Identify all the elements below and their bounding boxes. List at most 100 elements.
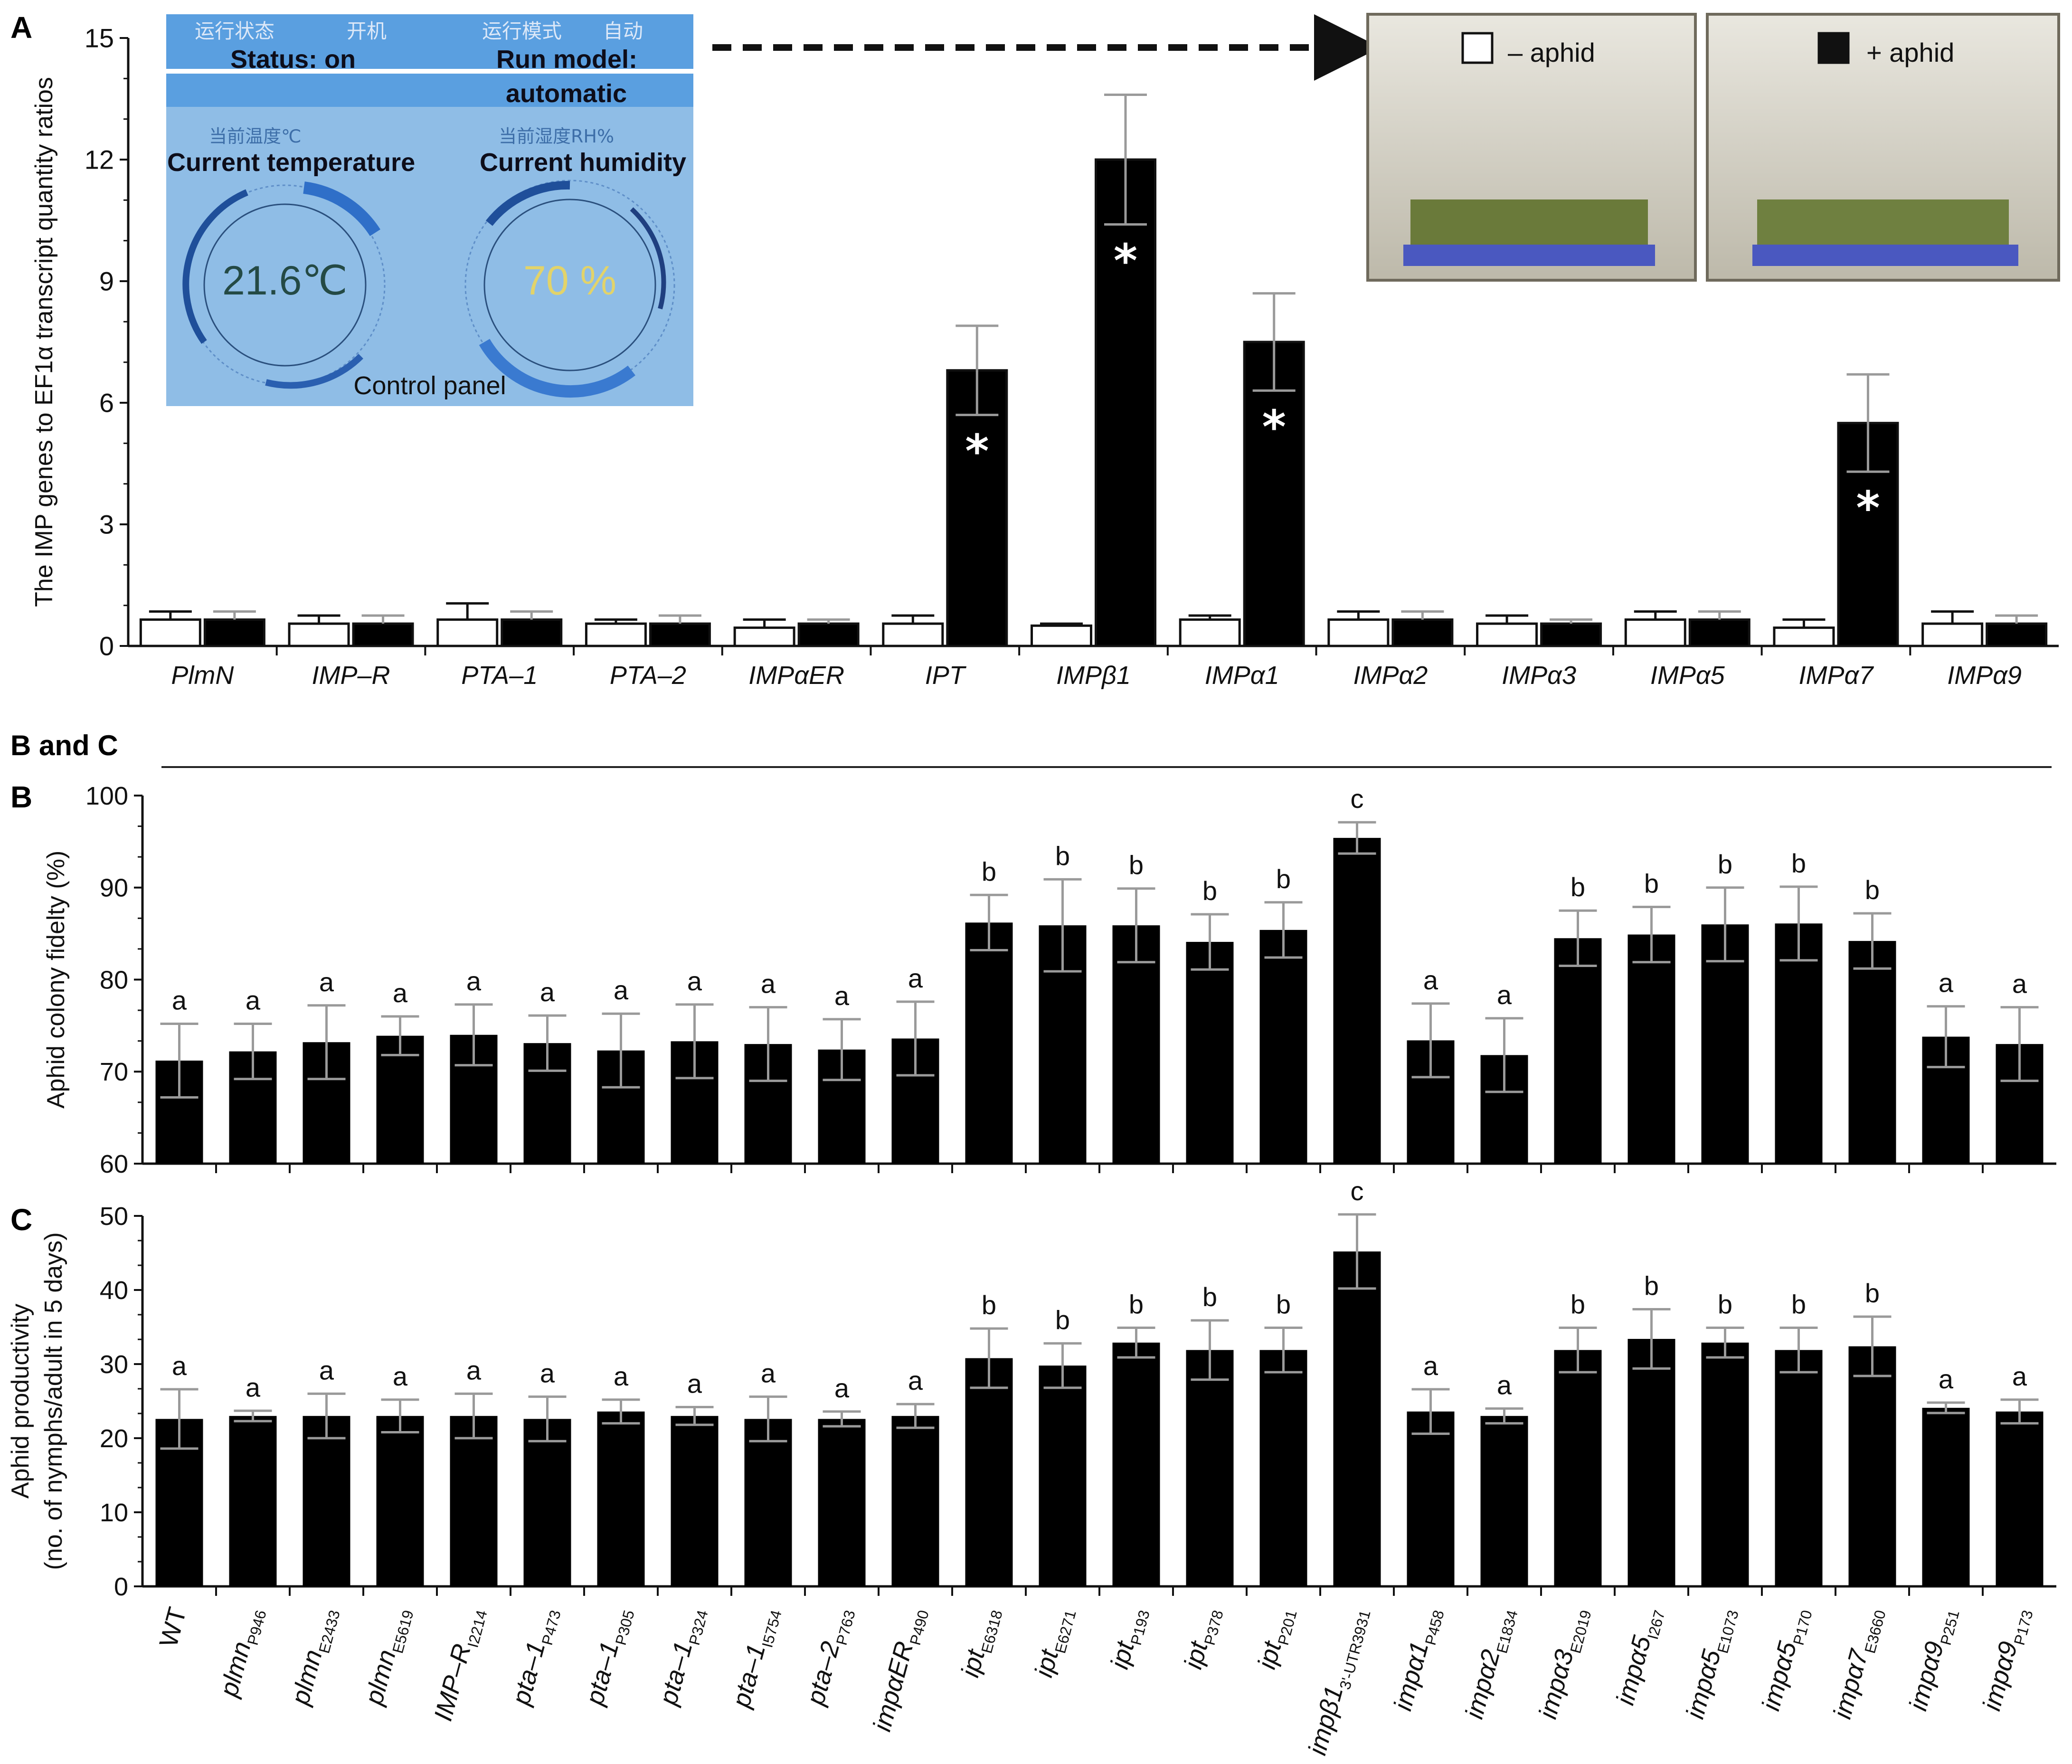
significance-letter-pta-1-i5754: a (761, 969, 776, 999)
significance-letter-imp-9-p173: a (2012, 1361, 2027, 1391)
bar-plmn-e2433 (303, 1416, 350, 1586)
x-tick-label-plmn-p946: plmnP946 (214, 1604, 270, 1702)
run-mode-label-cn: 运行模式 (482, 19, 562, 43)
x-tick-label-ipt-p193: iptP193 (1105, 1604, 1153, 1673)
bar-imp-1-3-utr3931 (1333, 838, 1381, 1164)
panel-bc-heading: B and C (10, 730, 118, 761)
bar-imp-5-i267 (1627, 1338, 1675, 1586)
x-tick-label-imp-1: IMPα1 (1205, 661, 1279, 690)
bar-imp-2-plus-aphid (1391, 618, 1454, 647)
x-tick-label-plmn-e5619: plmnE5619 (359, 1604, 416, 1710)
bar-pta-1-plus-aphid (501, 618, 563, 647)
bar-imp-5-p170 (1775, 923, 1823, 1164)
significance-letter-imp-1-3-utr3931: c (1351, 784, 1364, 814)
x-tick-label-ipt-p378: iptP378 (1179, 1604, 1227, 1673)
y-tick-label-15: 15 (85, 23, 114, 53)
x-tick-label-imp-5-p170: impα5P170 (1757, 1604, 1816, 1715)
bar-imp-7-e3660 (1848, 941, 1896, 1164)
significance-letter-plmn-p946: a (246, 986, 261, 1015)
chart-panel-b: 60 70 80 90 100 Aphid colony fidelty (%) a a a a a… (42, 782, 2056, 1178)
significance-letter-imp-1-p458: a (1423, 1351, 1438, 1381)
temperature-value: 21.6℃ (222, 258, 348, 303)
significance-letter-wt: a (172, 986, 187, 1015)
y-tick-label-40: 40 (100, 1276, 128, 1305)
significance-letter-imp-5-e1073: b (1718, 1290, 1732, 1319)
bar-imp-2-e1834 (1480, 1416, 1528, 1586)
significance-letter-imp-9-p173: a (2012, 969, 2027, 999)
x-tick-label-pta-1-p324: pta–1P324 (653, 1604, 711, 1710)
bar-imp-1-p458 (1407, 1411, 1455, 1586)
bar-imp-5-p170 (1775, 1350, 1823, 1586)
legend-open-square (1461, 32, 1494, 64)
humidity-label-cn: 当前湿度RH% (499, 126, 614, 147)
significance-letter-imp-5-e1073: b (1718, 849, 1732, 879)
y-tick-label-100: 100 (85, 782, 128, 810)
significance-letter-pta-1-p305: a (614, 1361, 629, 1391)
significance-letter-ipt-e6318: b (982, 1290, 996, 1320)
bar-imp-5-minus-aphid (1624, 618, 1686, 647)
significance-letter-ipt-p378: b (1202, 1282, 1217, 1312)
bar-pta-1-p305 (597, 1411, 645, 1586)
run-mode-value-en: automatic (506, 79, 627, 108)
significance-letter-ipt-p193: b (1129, 1290, 1144, 1319)
bar-ipt-p378 (1186, 942, 1234, 1164)
control-panel-caption: Control panel (353, 371, 506, 400)
significance-letter-imp-9-p251: a (1939, 968, 1954, 998)
bar-plmn-e5619 (376, 1416, 424, 1586)
y-axis-label: The IMP genes to EF1α transcript quantit… (30, 77, 58, 607)
bar-imp-2-minus-aphid (1327, 618, 1390, 647)
significance-letter-pta-1-p305: a (614, 975, 629, 1005)
bar-imp-1-minus-aphid (1179, 618, 1241, 647)
bar-imp-5-e1073 (1701, 924, 1749, 1164)
significance-letter-imp-2-e1834: a (1497, 1370, 1512, 1400)
bar-pta-1-i5754 (744, 1419, 792, 1586)
significance-letter-ipt-p378: b (1202, 876, 1217, 906)
bar-pta-2-minus-aphid (585, 622, 647, 647)
significance-letter-imp-3-e2019: b (1571, 1290, 1585, 1319)
bar-ipt-p201 (1259, 929, 1307, 1164)
significance-letter-ipt-p201: b (1276, 864, 1291, 894)
significance-letter-imp-1-3-utr3931: c (1351, 1176, 1364, 1206)
legend-no-aphid: – aphid (1508, 38, 1595, 67)
x-tick-label-imp-5: IMPα5 (1650, 661, 1725, 690)
significance-letter-wt: a (172, 1351, 187, 1381)
y-tick-label-12: 12 (85, 145, 114, 175)
x-tick-label-ipt-e6318: iptE6318 (956, 1604, 1005, 1681)
x-tick-label-imp-5-i267: impα5I267 (1611, 1604, 1668, 1709)
x-tick-label-pta-2: PTA–2 (610, 661, 686, 690)
bar-imp-5-plus-aphid (1688, 618, 1750, 647)
bar-pta-1-p473 (523, 1419, 571, 1586)
run-mode-label-en: Run model: (496, 45, 637, 74)
y-axis-label: Aphid productivity (7, 1304, 34, 1498)
x-tick-label-imp-1-p458: impα1P458 (1389, 1604, 1448, 1715)
bar-ipt-p378 (1186, 1350, 1234, 1586)
y-tick-label-80: 80 (100, 966, 128, 994)
significance-letter-plmn-e5619: a (393, 1361, 408, 1391)
significance-letter-imp-3-e2019: b (1571, 872, 1585, 902)
y-tick-label-60: 60 (100, 1150, 128, 1178)
x-tick-label-imp-r: IMP–R (312, 661, 390, 690)
bar-imp-1-plus-aphid (1243, 341, 1305, 647)
control-panel-divider (166, 69, 693, 74)
significance-letter-ipt-p193: b (1129, 850, 1144, 880)
panel-c-letter: C (10, 1203, 32, 1237)
bar-imp-3-plus-aphid (1540, 622, 1602, 647)
significance-letter-pta-1-p324: a (687, 966, 702, 996)
significance-star-imp-1: * (1114, 235, 1137, 288)
status-label-cn: 运行状态 (195, 19, 274, 43)
significance-letter-imp-5-p170: b (1791, 1290, 1806, 1319)
x-tick-label-pta-2-p763: pta–2P763 (801, 1604, 858, 1710)
legend-plus-aphid: + aphid (1866, 38, 1954, 67)
bar-plmn-e5619 (376, 1035, 424, 1164)
x-tick-label-plmn: PlmN (171, 661, 234, 690)
x-tick-label-imp-er: IMPαER (748, 661, 844, 690)
x-tick-label-imp-7: IMPα7 (1799, 661, 1874, 690)
x-tick-label-imp-9-p251: impα9P251 (1904, 1604, 1963, 1715)
panel-b-letter: B (10, 780, 32, 814)
x-tick-label-imp-3: IMPα3 (1502, 661, 1576, 690)
bar-imp-9-p173 (1996, 1411, 2044, 1586)
humidity-label-en: Current humidity (480, 148, 686, 177)
bar-imp-9-plus-aphid (1986, 622, 2048, 647)
x-tick-label-imp-7-e3660: impα7E3660 (1828, 1604, 1889, 1723)
